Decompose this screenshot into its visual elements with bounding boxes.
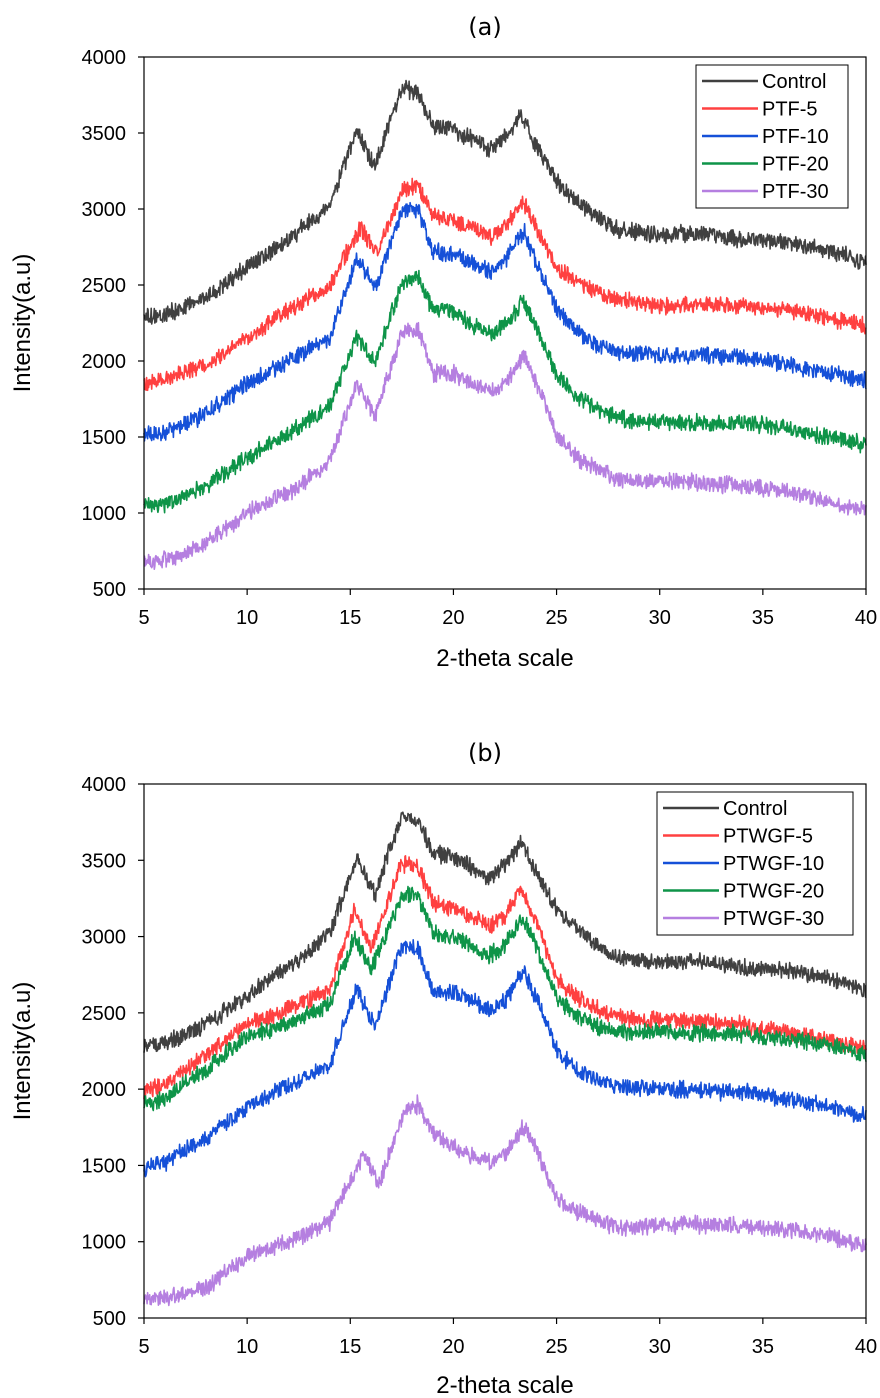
y-tick-label: 2000 — [82, 1079, 127, 1101]
plot-frame — [143, 783, 867, 1319]
x-tick-label: 15 — [339, 607, 361, 629]
series-line-ptf-5 — [143, 177, 867, 392]
y-tick-label: 500 — [93, 579, 126, 601]
x-tick-label: 5 — [138, 1336, 149, 1358]
y-tick-label: 2500 — [82, 1003, 127, 1025]
legend-label: PTWGF-20 — [723, 881, 824, 903]
chart-title: (b) — [468, 739, 502, 767]
series-line-control — [143, 79, 867, 325]
y-axis-label: Intensity(a.u) — [9, 982, 36, 1121]
y-tick-label: 3500 — [82, 850, 127, 872]
x-tick-label: 35 — [752, 607, 774, 629]
chart-panel-b: (b) 500 1000 1500 2000 2500 3000 3500 4000 5 10 15 2… — [9, 739, 877, 1398]
x-tick-label: 30 — [649, 607, 671, 629]
x-axis-label: 2-theta scale — [436, 1372, 573, 1398]
y-tick-label: 4000 — [82, 47, 127, 69]
x-tick-label: 25 — [545, 1336, 567, 1358]
y-tick-label: 4000 — [82, 774, 127, 796]
series-line-ptf-20 — [143, 269, 867, 514]
x-tick-label: 20 — [442, 1336, 464, 1358]
x-tick-label: 20 — [442, 607, 464, 629]
y-tick-label: 2000 — [82, 351, 127, 373]
legend-label: PTF-10 — [762, 126, 829, 148]
x-tick-label: 10 — [236, 1336, 258, 1358]
y-tick-label: 3000 — [82, 199, 127, 221]
y-tick-label: 3000 — [82, 927, 127, 949]
legend-label: PTF-30 — [762, 181, 829, 203]
legend-label: PTF-20 — [762, 154, 829, 176]
chart-title: (a) — [468, 13, 501, 41]
y-tick-label: 3500 — [82, 123, 127, 145]
series-line-ptwgf-20 — [143, 885, 867, 1112]
series-line-ptwgf-30 — [143, 1094, 867, 1307]
legend-label: PTWGF-30 — [723, 908, 824, 930]
series-line-ptwgf-5 — [143, 855, 867, 1100]
legend: Control PTF-5 PTF-10 PTF-20 PTF-30 — [695, 64, 849, 209]
series-line-control — [143, 811, 867, 1053]
x-tick-label: 15 — [339, 1336, 361, 1358]
y-tick-label: 1000 — [82, 503, 127, 525]
legend-label: PTF-5 — [762, 99, 818, 121]
y-tick-label: 1500 — [82, 427, 127, 449]
series-line-ptwgf-10 — [143, 939, 867, 1178]
legend: Control PTWGF-5 PTWGF-10 PTWGF-20 PTWGF-30 — [656, 791, 854, 936]
x-tick-label: 10 — [236, 607, 258, 629]
x-tick-label: 5 — [138, 607, 149, 629]
x-tick-label: 40 — [855, 607, 877, 629]
y-tick-label: 2500 — [82, 275, 127, 297]
chart-panel-a: (a) 500 1000 1500 2000 2500 3000 3500 4000 5 10 15 2… — [9, 13, 877, 672]
y-tick-label: 1000 — [82, 1232, 127, 1254]
y-tick-label: 500 — [93, 1308, 126, 1330]
legend-label: Control — [723, 798, 787, 820]
x-axis-label: 2-theta scale — [436, 645, 573, 672]
series-line-ptf-30 — [143, 321, 867, 570]
legend-label: PTWGF-5 — [723, 826, 813, 848]
legend-label: Control — [762, 71, 826, 93]
x-tick-label: 25 — [545, 607, 567, 629]
series-line-ptf-10 — [143, 201, 867, 442]
y-axis-label: Intensity(a.u) — [9, 254, 36, 393]
plot-frame — [143, 56, 867, 590]
x-tick-label: 40 — [855, 1336, 877, 1358]
legend-label: PTWGF-10 — [723, 853, 824, 875]
y-tick-label: 1500 — [82, 1155, 127, 1177]
x-tick-label: 30 — [649, 1336, 671, 1358]
x-tick-label: 35 — [752, 1336, 774, 1358]
